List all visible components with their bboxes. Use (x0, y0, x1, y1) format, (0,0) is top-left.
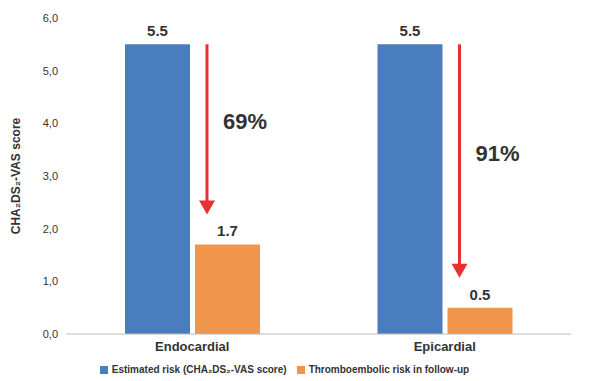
svg-text:1,0: 1,0 (43, 275, 58, 287)
svg-text:91%: 91% (476, 141, 520, 166)
svg-text:2,0: 2,0 (43, 223, 58, 235)
svg-text:CHA₂DS₂-VAS score: CHA₂DS₂-VAS score (9, 117, 23, 234)
svg-text:4,0: 4,0 (43, 117, 58, 129)
html-text:Estimated risk (CHA₂DS₂-VAS sc: Estimated risk (CHA₂DS₂-VAS score) (111, 364, 287, 375)
svg-text:69%: 69% (223, 109, 267, 134)
svg-text:0.5: 0.5 (470, 286, 491, 303)
svg-text:5.5: 5.5 (400, 22, 421, 39)
svg-text:Epicardial: Epicardial (414, 339, 476, 354)
svg-text:3,0: 3,0 (43, 170, 58, 182)
svg-text:1.7: 1.7 (217, 222, 238, 239)
html-text:Thromboembolic risk in follow-: Thromboembolic risk in follow-up (308, 364, 470, 375)
svg-text:6,0: 6,0 (43, 12, 58, 24)
svg-text:5,0: 5,0 (43, 65, 58, 77)
svg-text:0,0: 0,0 (43, 328, 58, 340)
svg-text:Endocardial: Endocardial (155, 339, 229, 354)
svg-text:5.5: 5.5 (147, 22, 168, 39)
